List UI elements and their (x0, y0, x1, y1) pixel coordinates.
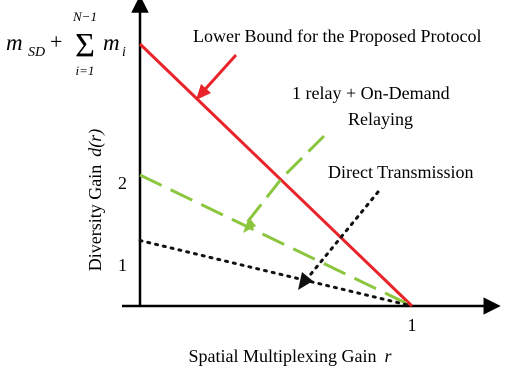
formula-term2-sub: i (122, 45, 126, 60)
formula-sum-symbol: Σ (75, 27, 95, 64)
annotation-connector-on-demand (243, 134, 326, 226)
annotation-lower-bound: Lower Bound for the Proposed Protocol (193, 26, 481, 46)
formula-sum-lower: i=1 (76, 63, 95, 78)
y-axis-label-var: d(r) (85, 129, 106, 157)
y-tick-label-1: 1 (118, 255, 127, 275)
x-axis-label-text: Spatial Multiplexing Gain (189, 346, 377, 366)
series-line-1 (138, 42, 414, 308)
x-axis-label: Spatial Multiplexing Gain r (189, 346, 393, 366)
x-tick-label-1: 1 (408, 315, 417, 335)
y-axis-label-text: Diversity Gain (85, 165, 105, 271)
series-line-2 (139, 173, 413, 308)
series-line-3 (138, 239, 414, 308)
formula-term1: m (6, 30, 23, 55)
annotation-on-demand-line2: Relaying (348, 109, 413, 129)
x-axis-label-var: r (384, 346, 392, 366)
annotation-arrowhead-lower-bound (196, 84, 211, 100)
annotation-arrow-direct (304, 190, 380, 282)
formula-term2: m (103, 30, 120, 55)
formula-term1-sub: SD (28, 45, 45, 60)
formula-sum-upper: N−1 (72, 9, 97, 24)
formula-plus: + (50, 29, 62, 54)
y-tick-label-2: 2 (118, 173, 127, 193)
annotation-on-demand-line1: 1 relay + On-Demand (292, 83, 450, 103)
annotation-arrowhead-on-demand (243, 217, 256, 233)
y-axis-label: Diversity Gain d(r) (85, 129, 106, 271)
annotation-arrowhead-direct (298, 272, 313, 290)
annotation-arrow-lower-bound (198, 53, 238, 97)
y-top-tick-formula: m SD + N−1 Σ i=1 m i (6, 9, 126, 78)
annotation-direct: Direct Transmission (328, 162, 474, 182)
